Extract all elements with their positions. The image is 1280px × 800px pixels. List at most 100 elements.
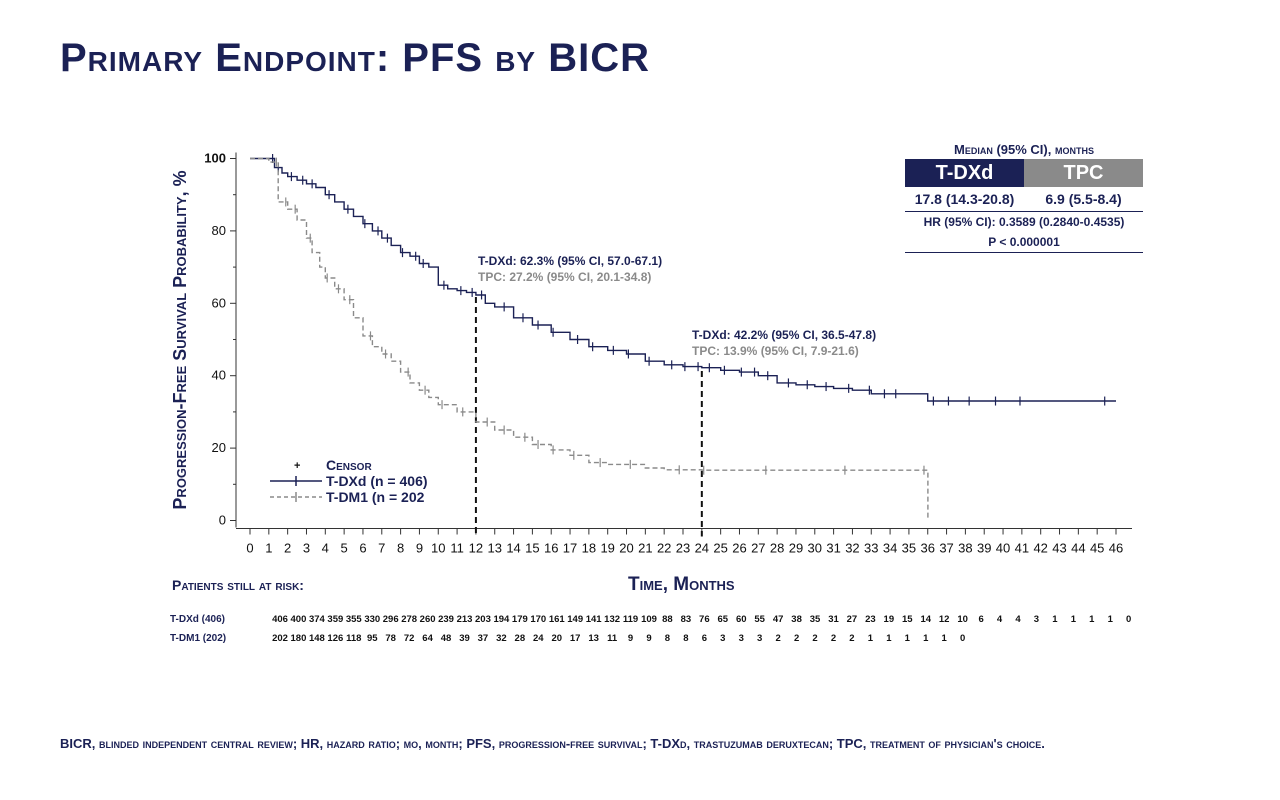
x-tick-label: 35 [902,541,916,556]
risk-count: 203 [475,614,491,625]
risk-count: 31 [828,614,839,625]
risk-count: 4 [996,614,1003,625]
x-tick-label: 8 [397,541,404,556]
risk-count: 10 [957,614,968,625]
risk-count: 0 [1126,614,1132,625]
y-tick-label: 40 [212,368,226,383]
risk-count: 15 [902,614,913,625]
annotation-24m-tpc: TPC: 13.9% (95% CI, 7.9-21.6) [692,344,859,358]
risk-count: 132 [604,614,621,625]
x-tick-label: 1 [265,541,272,556]
risk-count: 19 [883,614,895,625]
x-tick-label: 18 [582,541,596,556]
risk-count: 13 [588,633,599,644]
legend-arm-b-label: T-DM1 (n = 202 [326,489,425,505]
y-tick-label: 60 [212,295,226,310]
x-tick-label: 20 [619,541,633,556]
risk-count: 35 [809,614,821,625]
x-tick-label: 5 [341,541,348,556]
x-tick-label: 16 [544,541,558,556]
risk-count: 1 [1070,614,1076,625]
risk-count: 76 [699,614,710,625]
risk-count: 374 [308,614,325,625]
risk-count: 23 [865,614,876,625]
x-tick-label: 42 [1033,541,1047,556]
svg-text:+: + [294,460,300,472]
series-line-t-dxd [250,157,1116,402]
risk-count: 213 [456,614,473,625]
legend-censor: + Censor [270,457,428,473]
risk-count: 118 [346,633,362,644]
median-summary-box: Median (95% CI), months T-DXd TPC 17.8 (… [905,141,1143,253]
x-tick-label: 29 [789,541,803,556]
reference-lines [474,297,703,537]
risk-count: 55 [754,614,765,625]
risk-count: 3 [1033,614,1040,625]
footnote: BICR, blinded independent central review… [60,736,1045,751]
y-tick-label: 20 [212,440,226,455]
series-line-t-dm1 [250,157,929,521]
x-tick-label: 27 [751,541,765,556]
risk-count: 37 [477,633,489,644]
risk-count: 355 [345,614,362,625]
solid-line-icon [270,473,326,489]
risk-count: 39 [459,633,470,644]
risk-count: 24 [533,633,544,644]
x-tick-label: 38 [958,541,972,556]
legend-arm-a-label: T-DXd (n = 406) [326,473,428,489]
risk-count: 38 [791,614,802,625]
risk-count: 170 [530,614,547,625]
risk-count: 64 [422,633,433,644]
arm-b-median: 6.9 (5.5-8.4) [1045,191,1122,207]
x-tick-label: 11 [450,541,464,556]
risk-count: 194 [493,614,510,625]
x-tick-label: 21 [638,541,652,556]
x-tick-label: 7 [378,541,385,556]
risk-count: 2 [793,633,800,644]
x-tick-label: 43 [1052,541,1066,556]
survival-curves [250,154,1116,521]
risk-count: 141 [585,614,602,625]
risk-table-heading: Patients still at risk: [172,577,304,593]
risk-count: 2 [830,633,837,644]
x-tick-label: 22 [657,541,671,556]
x-tick-label: 6 [359,541,366,556]
risk-count: 1 [904,633,910,644]
risk-count: 72 [403,633,415,644]
risk-count: 3 [757,633,763,644]
x-tick-label: 40 [996,541,1010,556]
risk-count: 14 [920,614,932,625]
x-tick-label: 30 [808,541,822,556]
risk-count: 65 [717,614,729,625]
risk-count: 28 [514,633,526,644]
hazard-ratio: HR (95% CI): 0.3589 (0.2840-0.4535) [923,215,1125,229]
x-tick-label: 12 [469,541,483,556]
risk-count: 148 [308,633,325,644]
y-tick-label: 0 [219,513,226,528]
risk-count: 20 [551,633,563,644]
risk-count: 3 [738,633,744,644]
x-tick-label: 14 [506,541,520,556]
risk-count: 78 [385,633,396,644]
p-value: P < 0.000001 [988,235,1060,249]
annotation-12m-tdxd: T-DXd: 62.3% (95% CI, 57.0-67.1) [478,254,663,268]
risk-count: 83 [680,614,692,625]
x-tick-label: 10 [431,541,445,556]
risk-count: 88 [662,614,673,625]
x-tick-label: 15 [525,541,539,556]
risk-count: 359 [327,614,344,625]
x-tick-label: 31 [826,541,840,556]
x-tick-label: 25 [713,541,727,556]
risk-count: 3 [720,633,726,644]
arm-a-median: 17.8 (14.3-20.8) [914,191,1015,207]
annotation-24m-tdxd: T-DXd: 42.2% (95% CI, 36.5-47.8) [692,328,877,342]
x-tick-label: 23 [676,541,690,556]
risk-count: 1 [1107,614,1113,625]
x-tick-label: 19 [600,541,614,556]
x-tick-label: 39 [977,541,991,556]
risk-count: 27 [846,614,858,625]
risk-count: 48 [440,633,452,644]
risk-count: 32 [496,633,507,644]
